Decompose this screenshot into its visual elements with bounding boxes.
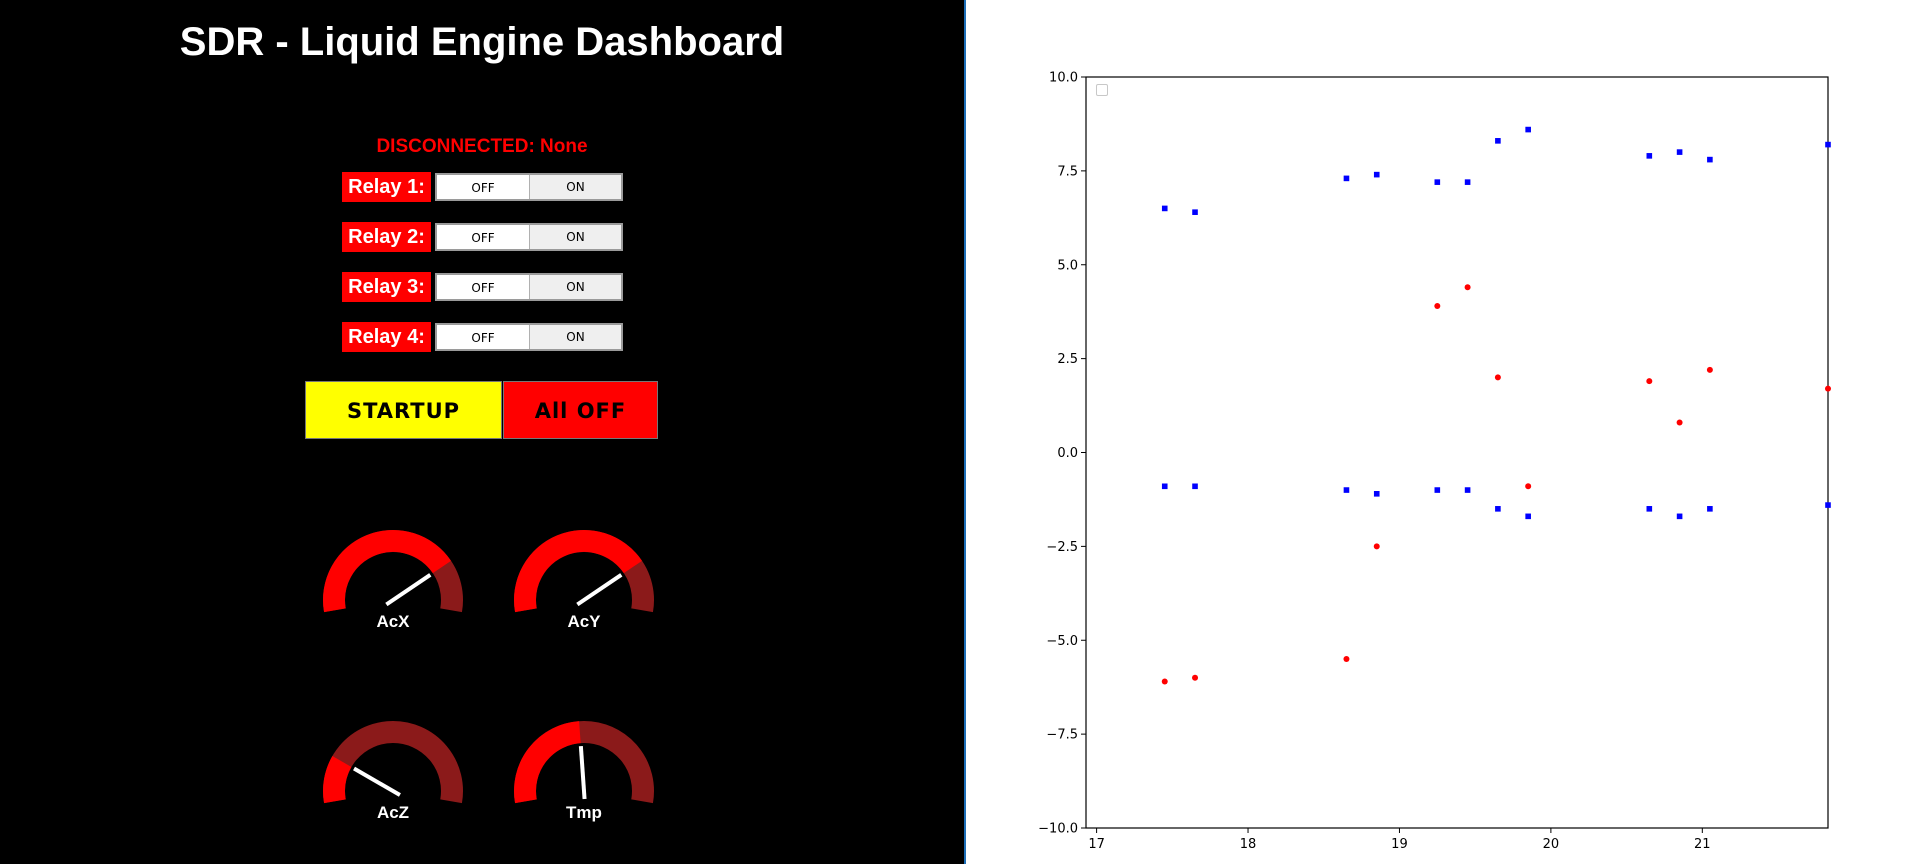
- relay-toggle-3[interactable]: OFF ON: [435, 273, 623, 301]
- startup-button[interactable]: STARTUP: [305, 381, 502, 439]
- plot-panel: [966, 0, 1919, 864]
- y-tick-label: −7.5: [1046, 728, 1078, 743]
- y-tick-label: −10.0: [1038, 822, 1078, 837]
- relay-label: Relay 1:: [342, 172, 431, 202]
- y-tick-label: 5.0: [1057, 258, 1078, 273]
- scatter-point-series-2: [1825, 385, 1831, 392]
- scatter-point-series-2: [1706, 366, 1713, 373]
- plot-frame: [1085, 76, 1829, 829]
- relay-on-button[interactable]: ON: [529, 325, 621, 349]
- x-tick-label: 19: [1391, 837, 1408, 852]
- gauges-canvas: [323, 530, 654, 804]
- y-tick-label: −5.0: [1046, 634, 1078, 649]
- y-tick-label: −2.5: [1046, 540, 1078, 555]
- scatter-point-series-1: [1161, 205, 1168, 212]
- relay-on-button[interactable]: ON: [529, 175, 621, 199]
- gauge-label-acx: AcX: [376, 612, 410, 631]
- connection-status: DISCONNECTED: None: [376, 136, 588, 157]
- relay-label: Relay 2:: [342, 222, 431, 252]
- gauge-needle: [578, 745, 587, 800]
- scatter-point-series-2: [1646, 378, 1653, 385]
- relay-label: Relay 3:: [342, 272, 431, 302]
- relay-off-button[interactable]: OFF: [437, 325, 529, 349]
- gauge-fill: [514, 721, 582, 804]
- scatter-point-series-3: [1676, 513, 1683, 520]
- scatter-point-series-3: [1825, 502, 1831, 508]
- scatter-point-series-3: [1525, 513, 1531, 520]
- x-tick-label: 17: [1088, 837, 1105, 852]
- gauge-needle: [576, 573, 623, 607]
- scatter-point-series-3: [1192, 483, 1198, 490]
- gauge-label-acz: AcZ: [376, 803, 410, 822]
- relay-label: Relay 4:: [342, 322, 431, 352]
- x-tick-label: 18: [1240, 837, 1257, 852]
- scatter-point-series-3: [1373, 491, 1380, 497]
- scatter-point-series-1: [1192, 209, 1198, 215]
- relay-off-button[interactable]: OFF: [437, 175, 529, 199]
- scatter-point-series-3: [1464, 487, 1471, 493]
- gauge-needle: [385, 573, 432, 607]
- relay-toggle-2[interactable]: OFF ON: [435, 223, 623, 251]
- gauge-fill: [323, 756, 352, 804]
- relay-on-button[interactable]: ON: [529, 275, 621, 299]
- relay-row-1: Relay 1: OFF ON: [342, 172, 623, 202]
- y-tick-label: 2.5: [1057, 352, 1078, 367]
- relay-row-4: Relay 4: OFF ON: [342, 322, 623, 352]
- scatter-point-series-2: [1343, 656, 1350, 663]
- relay-off-button[interactable]: OFF: [437, 275, 529, 299]
- gauge-label-tmp: Tmp: [566, 803, 602, 822]
- scatter-point-series-3: [1707, 506, 1713, 512]
- scatter-point-series-2: [1525, 483, 1532, 490]
- gauge-label-acy: AcY: [567, 612, 601, 631]
- relay-on-button[interactable]: ON: [529, 225, 621, 249]
- x-tick-label: 20: [1543, 837, 1560, 852]
- y-tick-label: 0.0: [1057, 446, 1078, 461]
- scatter-point-series-3: [1161, 483, 1168, 490]
- scatter-point-series-1: [1434, 179, 1441, 185]
- page-title: SDR - Liquid Engine Dashboard: [179, 20, 785, 64]
- legend-box: [1096, 84, 1108, 96]
- all-off-button[interactable]: All OFF: [503, 381, 658, 439]
- y-tick-label: 10.0: [1049, 71, 1078, 86]
- relay-off-button[interactable]: OFF: [437, 225, 529, 249]
- scatter-point-series-1: [1343, 175, 1350, 182]
- relay-row-2: Relay 2: OFF ON: [342, 222, 623, 252]
- scatter-point-series-1: [1464, 179, 1471, 185]
- gauge-fill: [514, 530, 643, 613]
- panel-divider: [964, 0, 966, 864]
- scatter-point-series-2: [1676, 419, 1683, 426]
- relay-row-3: Relay 3: OFF ON: [342, 272, 623, 302]
- scatter-point-series-2: [1192, 674, 1199, 681]
- dashboard-panel: SDR - Liquid Engine Dashboard DISCONNECT…: [0, 0, 964, 864]
- scatter-point-series-2: [1373, 543, 1380, 550]
- scatter-point-series-1: [1707, 156, 1713, 163]
- relay-toggle-4[interactable]: OFF ON: [435, 323, 623, 351]
- scatter-point-series-3: [1434, 487, 1441, 493]
- scatter-point-series-3: [1646, 506, 1653, 512]
- scatter-point-series-2: [1434, 303, 1441, 310]
- scatter-point-series-1: [1495, 138, 1501, 144]
- scatter-point-series-3: [1495, 506, 1501, 512]
- scatter-point-series-1: [1525, 126, 1531, 133]
- scatter-point-series-2: [1464, 284, 1471, 291]
- scatter-point-series-1: [1373, 171, 1380, 178]
- scatter-point-series-2: [1494, 374, 1501, 381]
- scatter-point-series-3: [1343, 487, 1350, 493]
- scatter-point-series-1: [1646, 153, 1653, 159]
- y-tick-label: 7.5: [1057, 164, 1078, 179]
- gauge-fill: [323, 530, 452, 613]
- scatter-point-series-2: [1161, 678, 1168, 685]
- scatter-point-series-1: [1825, 141, 1831, 148]
- gauge-needle: [353, 766, 401, 797]
- relay-toggle-1[interactable]: OFF ON: [435, 173, 623, 201]
- scatter-point-series-1: [1676, 149, 1683, 155]
- x-tick-label: 21: [1694, 837, 1711, 852]
